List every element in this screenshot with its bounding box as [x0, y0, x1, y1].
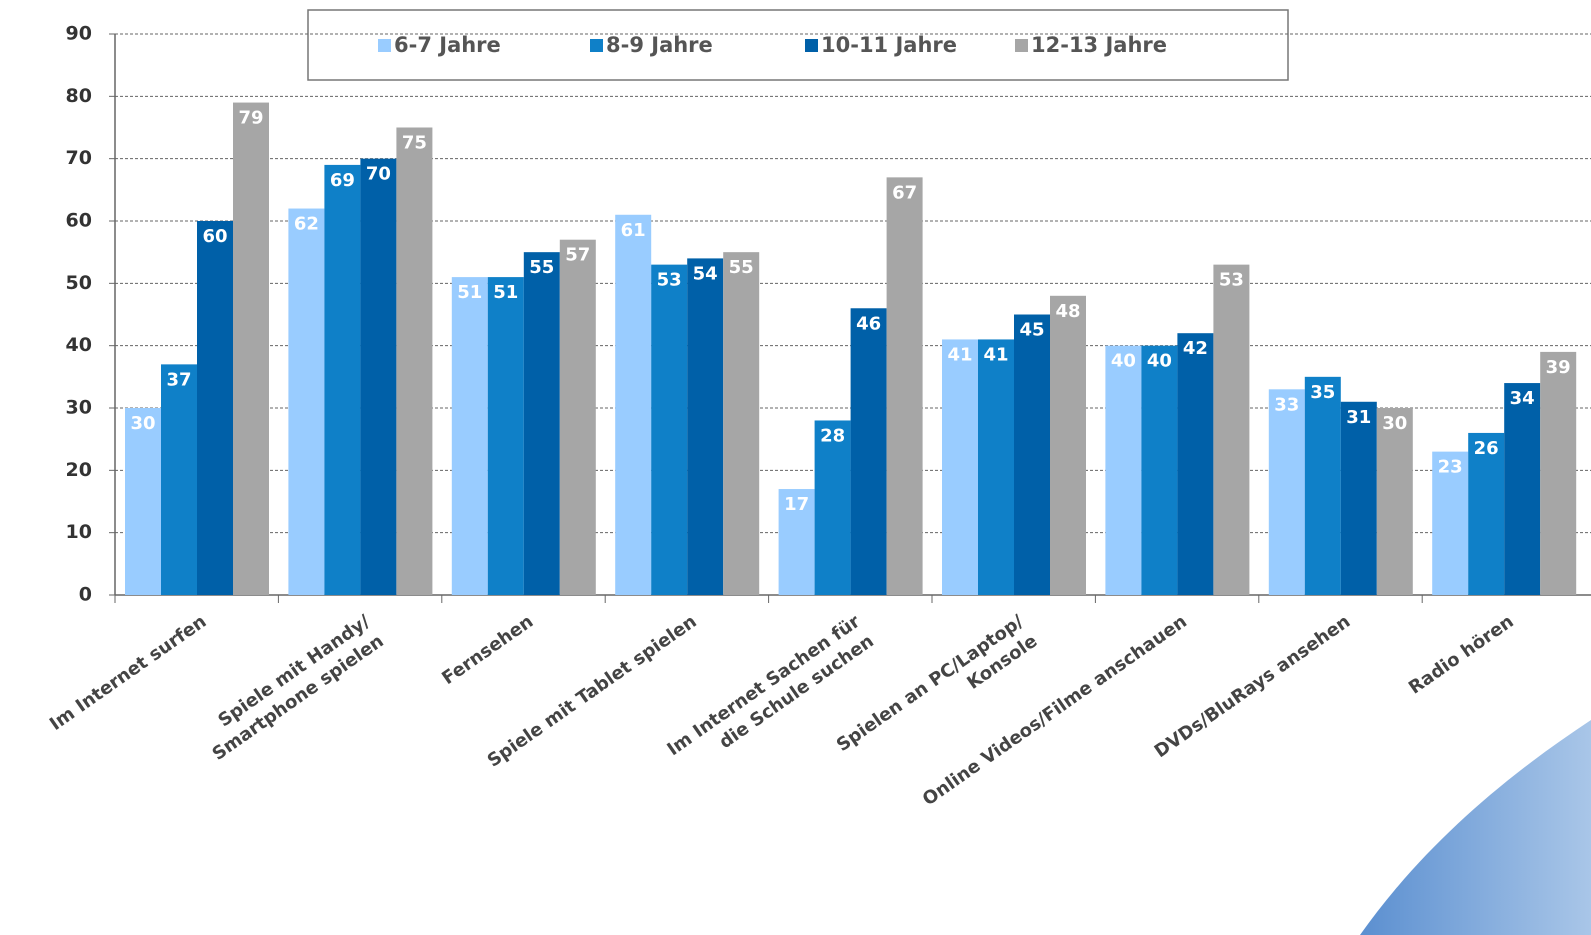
bar [1540, 351, 1577, 595]
bar [814, 420, 851, 595]
value-label: 17 [784, 494, 809, 515]
y-tick-label: 0 [79, 584, 92, 606]
value-label: 51 [493, 282, 518, 303]
bar [687, 258, 724, 595]
x-tick-label: Online Videos/Filme anschauen [919, 611, 1191, 810]
legend-label: 6-7 Jahre [394, 33, 501, 57]
value-label: 37 [166, 369, 191, 390]
x-tick-label: Im Internet surfen [46, 611, 210, 735]
y-tick-label: 90 [66, 23, 92, 45]
value-label: 67 [892, 182, 917, 203]
bar [1468, 432, 1505, 595]
y-tick-label: 40 [66, 334, 92, 356]
value-label: 46 [856, 313, 881, 334]
bar [1213, 264, 1250, 595]
value-label: 45 [1019, 320, 1044, 341]
bar [360, 158, 397, 595]
legend-swatch [378, 39, 391, 52]
value-label: 57 [565, 245, 590, 266]
y-tick-label: 80 [66, 85, 92, 107]
bar [197, 221, 233, 595]
value-label: 54 [693, 263, 718, 284]
bar [523, 252, 560, 595]
value-label: 62 [294, 214, 319, 235]
value-label: 41 [983, 344, 1008, 365]
y-tick-label: 70 [66, 147, 92, 169]
value-label: 55 [729, 257, 754, 278]
y-tick-label: 30 [66, 397, 92, 419]
bar [850, 308, 887, 595]
y-tick-label: 60 [66, 210, 92, 232]
bar [396, 127, 433, 595]
value-label: 53 [657, 270, 682, 291]
bar [778, 489, 815, 595]
value-label: 34 [1510, 388, 1535, 409]
bar [615, 214, 652, 595]
value-label: 28 [820, 425, 845, 446]
y-tick-label: 20 [66, 459, 92, 481]
legend-swatch [590, 39, 603, 52]
bar [1376, 408, 1413, 595]
bar [1105, 345, 1142, 595]
bar [559, 239, 596, 595]
value-label: 60 [202, 226, 227, 247]
bar [1014, 314, 1050, 595]
bar [1177, 333, 1214, 595]
y-tick-label: 10 [66, 521, 92, 543]
bar [451, 277, 488, 595]
bar [978, 339, 1014, 595]
bar [125, 408, 161, 595]
value-label: 69 [330, 170, 355, 191]
decoration [1360, 720, 1591, 935]
value-label: 75 [402, 133, 427, 154]
legend-label: 10-11 Jahre [821, 33, 957, 57]
value-label: 79 [238, 108, 263, 129]
bar [1050, 295, 1086, 595]
value-label: 23 [1438, 457, 1463, 478]
y-tick-label: 50 [66, 272, 92, 294]
x-tick-label: Spiele mit Handy/Smartphone spielen [195, 611, 388, 765]
value-label: 40 [1147, 351, 1172, 372]
bar [1268, 389, 1305, 595]
bar [723, 252, 760, 595]
value-label: 30 [1382, 413, 1407, 434]
value-label: 31 [1346, 407, 1371, 428]
value-label: 53 [1219, 270, 1244, 291]
value-label: 70 [366, 164, 391, 185]
bar [1504, 383, 1541, 595]
value-label: 48 [1055, 301, 1080, 322]
x-tick-label: Fernsehen [438, 611, 537, 689]
legend-swatch [1015, 39, 1028, 52]
bar [161, 364, 197, 595]
value-label: 33 [1274, 394, 1299, 415]
bar [651, 264, 688, 595]
value-label: 42 [1183, 338, 1208, 359]
value-label: 41 [947, 344, 972, 365]
legend-swatch [805, 39, 818, 52]
value-label: 51 [457, 282, 482, 303]
legend-box [307, 9, 1289, 81]
value-label: 30 [130, 413, 155, 434]
bar [1141, 345, 1178, 595]
value-label: 39 [1546, 357, 1571, 378]
value-label: 61 [621, 220, 646, 241]
legend-label: 12-13 Jahre [1031, 33, 1167, 57]
bar [324, 164, 361, 595]
x-tick-label: Radio hören [1405, 611, 1518, 699]
bar [1432, 451, 1469, 595]
value-label: 35 [1310, 382, 1335, 403]
legend-label: 8-9 Jahre [606, 33, 713, 57]
bar [886, 177, 923, 595]
bar [233, 102, 269, 596]
bar [1304, 376, 1341, 595]
bar [942, 339, 978, 595]
bar [1340, 401, 1377, 595]
value-label: 26 [1474, 438, 1499, 459]
value-label: 55 [529, 257, 554, 278]
bar [288, 208, 325, 596]
bar [487, 277, 524, 595]
value-label: 40 [1111, 351, 1136, 372]
